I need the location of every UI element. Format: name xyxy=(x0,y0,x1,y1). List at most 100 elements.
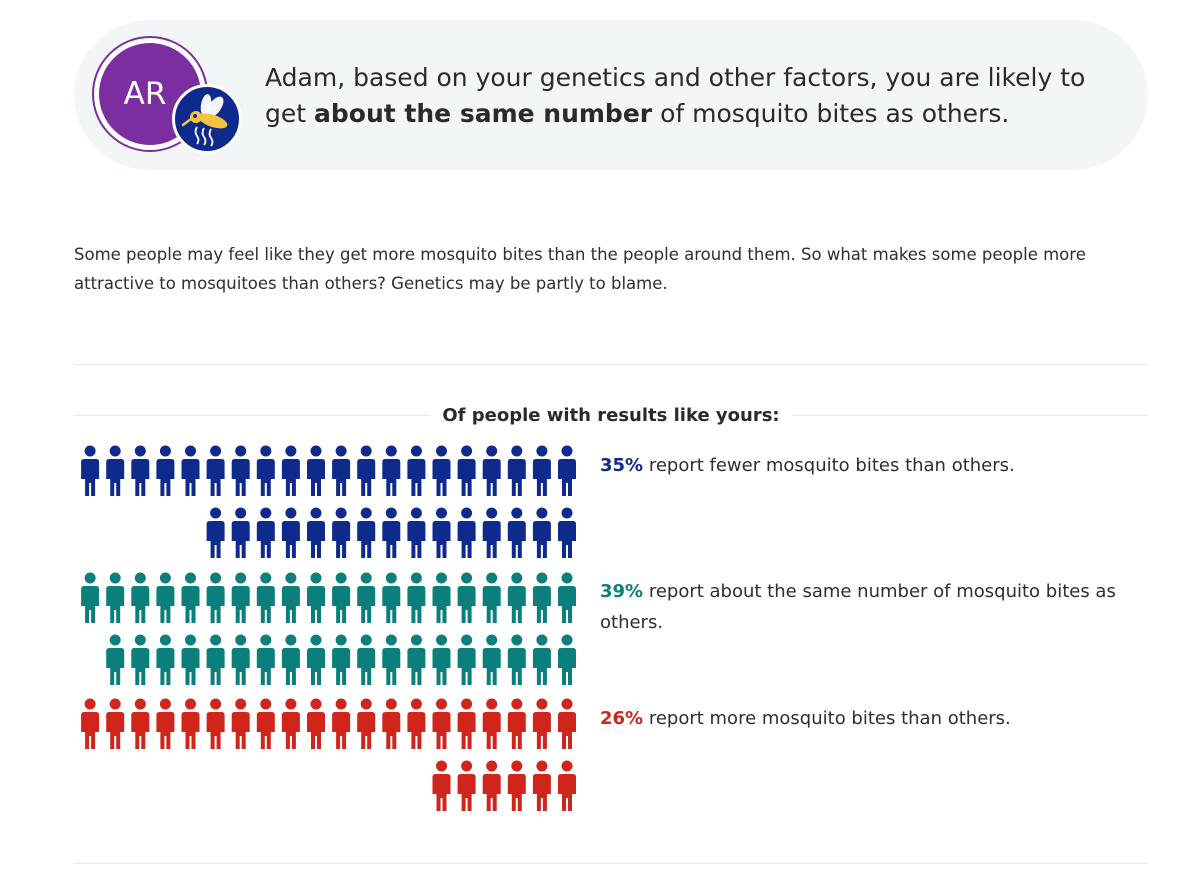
person-icon xyxy=(558,698,576,749)
person-icon xyxy=(231,445,250,496)
person-icon xyxy=(156,572,175,623)
person-icon xyxy=(156,698,175,749)
person-icon xyxy=(457,698,476,749)
person-icon xyxy=(332,445,351,496)
section-title: Of people with results like yours: xyxy=(0,405,1200,426)
person-icon xyxy=(507,507,526,558)
person-icon xyxy=(307,572,325,623)
section-title-text: Of people with results like yours: xyxy=(430,405,792,426)
person-icon xyxy=(156,445,175,496)
person-icon xyxy=(507,572,526,623)
headline-text-start: Adam, based on your genetics and other f… xyxy=(265,63,1086,128)
person-icon xyxy=(432,572,451,623)
person-icon xyxy=(131,634,150,685)
person-icon xyxy=(432,698,451,749)
person-icon xyxy=(482,572,501,623)
person-icon xyxy=(357,698,376,749)
person-icon xyxy=(507,760,526,811)
person-icon xyxy=(432,634,451,685)
person-icon xyxy=(181,572,200,623)
stat-fewer-percent: 35% xyxy=(600,455,644,476)
person-icon xyxy=(231,634,250,685)
person-icon xyxy=(332,507,351,558)
person-icon xyxy=(382,572,401,623)
person-icon xyxy=(256,572,275,623)
person-icon xyxy=(407,445,426,496)
person-icon xyxy=(382,698,401,749)
person-icon xyxy=(131,572,150,623)
result-headline: Adam, based on your genetics and other f… xyxy=(265,60,1125,132)
person-icon xyxy=(106,445,125,496)
person-icon xyxy=(532,634,551,685)
mosquito-icon xyxy=(172,84,242,154)
divider-top xyxy=(74,364,1148,365)
person-icon xyxy=(532,445,551,496)
person-icon xyxy=(482,445,501,496)
person-icon xyxy=(558,572,576,623)
person-icon xyxy=(407,634,426,685)
person-icon xyxy=(357,572,376,623)
person-icon xyxy=(457,634,476,685)
stat-more-text: report more mosquito bites than others. xyxy=(648,708,1011,729)
person-icon xyxy=(206,698,225,749)
person-icon xyxy=(281,634,300,685)
headline-text-end: of mosquito bites as others. xyxy=(660,99,1010,128)
stat-same-text: report about the same number of mosquito… xyxy=(600,581,1116,633)
person-icon xyxy=(357,445,376,496)
person-icon xyxy=(231,698,250,749)
person-icon xyxy=(532,507,551,558)
person-icon xyxy=(206,445,225,496)
person-icon xyxy=(432,445,451,496)
person-icon xyxy=(181,634,200,685)
person-icon xyxy=(106,634,125,685)
person-icon xyxy=(256,698,275,749)
person-icon xyxy=(457,760,476,811)
person-icon xyxy=(307,507,325,558)
person-icon xyxy=(256,507,275,558)
person-icon xyxy=(332,572,351,623)
person-icon xyxy=(307,634,325,685)
person-icon xyxy=(231,572,250,623)
person-icon xyxy=(281,698,300,749)
person-icon xyxy=(407,572,426,623)
result-banner xyxy=(74,20,1148,170)
intro-paragraph: Some people may feel like they get more … xyxy=(74,245,1086,293)
person-icon xyxy=(81,572,100,623)
person-icon xyxy=(382,507,401,558)
person-icon xyxy=(332,698,351,749)
person-icon xyxy=(532,572,551,623)
person-icon xyxy=(281,445,300,496)
person-icon xyxy=(482,698,501,749)
person-icon xyxy=(407,507,426,558)
person-icon xyxy=(307,698,325,749)
person-icon xyxy=(482,760,501,811)
person-icon xyxy=(106,698,125,749)
person-icon xyxy=(81,698,100,749)
person-icon xyxy=(307,445,325,496)
stat-fewer: 35% report fewer mosquito bites than oth… xyxy=(600,450,1140,481)
person-icon xyxy=(558,760,576,811)
person-icon xyxy=(507,634,526,685)
person-icon xyxy=(256,634,275,685)
person-icon xyxy=(558,507,576,558)
person-icon xyxy=(357,634,376,685)
person-icon xyxy=(256,445,275,496)
stat-fewer-text: report fewer mosquito bites than others. xyxy=(648,455,1015,476)
person-icon xyxy=(457,572,476,623)
person-icon xyxy=(507,698,526,749)
person-icon xyxy=(281,507,300,558)
person-icon xyxy=(482,507,501,558)
person-icon xyxy=(181,698,200,749)
person-icon xyxy=(532,698,551,749)
divider-bottom xyxy=(74,863,1148,864)
person-icon xyxy=(181,445,200,496)
person-icon xyxy=(457,445,476,496)
headline-emphasis: about the same number xyxy=(314,99,653,128)
person-icon xyxy=(558,634,576,685)
person-icon xyxy=(432,760,451,811)
person-icon xyxy=(382,445,401,496)
person-icon xyxy=(206,634,225,685)
person-icon xyxy=(156,634,175,685)
person-icon xyxy=(231,507,250,558)
person-icon xyxy=(332,634,351,685)
